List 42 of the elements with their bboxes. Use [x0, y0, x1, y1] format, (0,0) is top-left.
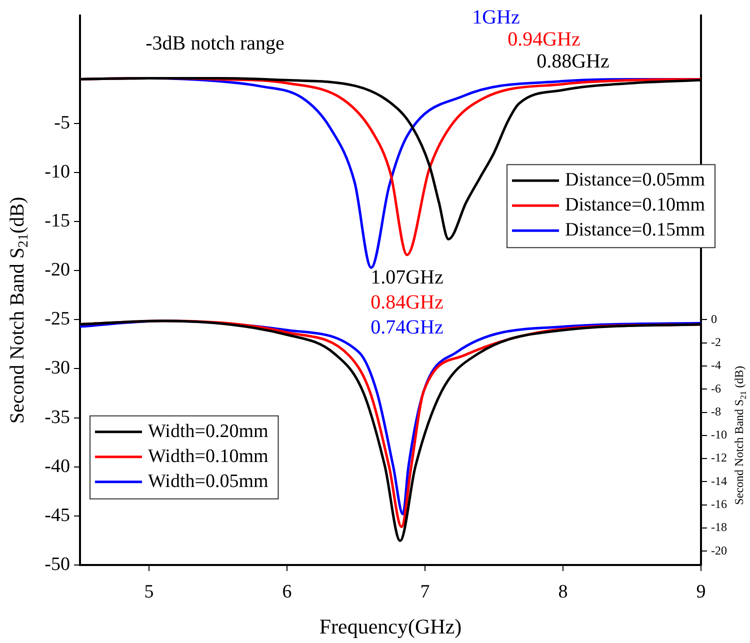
y2-tick-label: -12 — [711, 450, 727, 465]
annotation: 0.94GHz — [508, 28, 581, 50]
y2-tick-label: 0 — [711, 312, 717, 326]
y-tick-label: -20 — [44, 260, 70, 281]
x-axis-title: Frequency(GHz) — [319, 614, 462, 639]
y2-tick-label: -10 — [711, 428, 727, 442]
x-tick-label: 7 — [420, 581, 430, 602]
x-tick-label: 8 — [558, 581, 568, 602]
annotation: 0.88GHz — [536, 50, 610, 72]
y-tick-label: -15 — [44, 210, 70, 232]
y2-tick-label: -8 — [711, 404, 721, 418]
annotation: 0.84GHz — [370, 291, 444, 314]
y2-tick-label: -6 — [711, 381, 721, 396]
legend-label: Distance=0.10mm — [565, 194, 706, 216]
annotation: 1GHz — [472, 6, 520, 28]
y-tick-label: -40 — [44, 456, 70, 477]
legend-label: Distance=0.15mm — [565, 220, 706, 241]
legend-label: Width=0.10mm — [148, 446, 268, 467]
y-tick-label: -35 — [44, 406, 70, 428]
y-tick-label: -10 — [44, 161, 70, 182]
y-tick-label: -45 — [44, 504, 70, 526]
y2-tick-label: -14 — [711, 474, 727, 488]
annotation: 0.74GHz — [370, 316, 444, 338]
y-axis-title: Second Notch Band S21(dB) — [6, 196, 32, 424]
y-tick-label: -25 — [44, 308, 70, 330]
x-tick-label: 9 — [696, 581, 706, 602]
y-tick-label: -30 — [44, 358, 70, 379]
annotation: -3dB notch range — [146, 32, 285, 54]
y2-tick-label: -16 — [711, 496, 727, 511]
y2-tick-label: -2 — [711, 335, 721, 349]
annotation: 1.07GHz — [370, 266, 444, 288]
y2-tick-label: -18 — [711, 520, 727, 534]
legend-label: Width=0.20mm — [148, 420, 268, 442]
x-tick-label: 5 — [144, 581, 154, 602]
y2-tick-label: -4 — [711, 358, 721, 372]
y-tick-label: -50 — [44, 554, 70, 575]
x-tick-label: 6 — [282, 581, 292, 602]
legend-label: Width=0.05mm — [148, 470, 268, 492]
y2-tick-label: -20 — [711, 543, 727, 558]
y2-axis-title: Second Notch Band S21 (dB) — [732, 366, 748, 505]
legend-label: Distance=0.05mm — [565, 170, 706, 191]
y-tick-label: -5 — [54, 112, 70, 134]
